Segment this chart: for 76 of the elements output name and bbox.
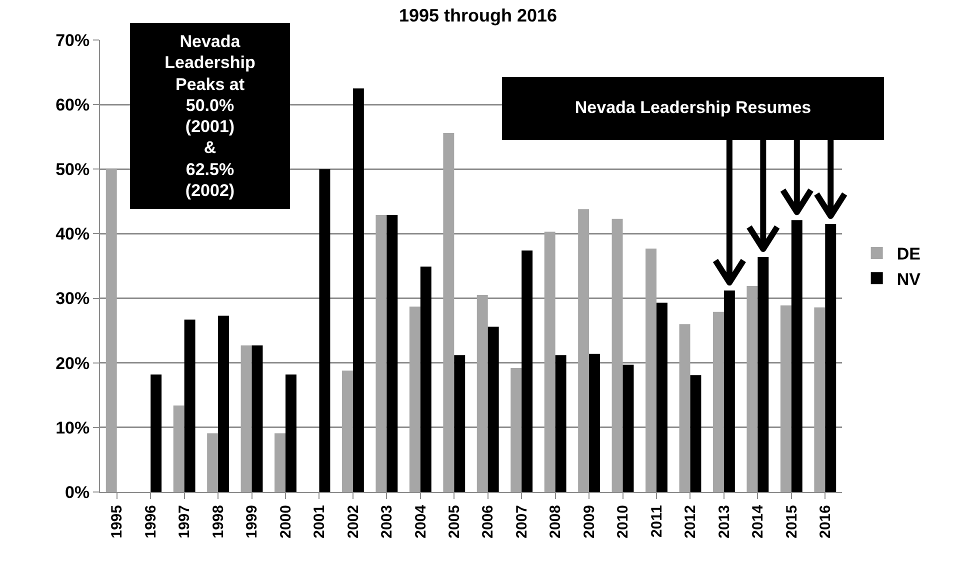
x-tick-label: 2016 [817, 505, 834, 538]
bar [342, 370, 353, 492]
x-tick-label: 2014 [750, 504, 767, 538]
text-box: Nevada Leadership Peaks at 50.0% (2001) & 62.5% (2002) [130, 23, 290, 209]
x-tick-label: 2009 [580, 505, 598, 538]
bar [712, 312, 724, 492]
bar [612, 218, 623, 492]
bar [791, 220, 802, 492]
x-tick-label: 2002 [344, 505, 362, 538]
bar [443, 132, 454, 492]
y-tick-label: 40% [56, 224, 90, 244]
bar [522, 250, 533, 492]
bar [825, 224, 836, 492]
bar [814, 307, 826, 492]
x-tick-label: 2003 [378, 505, 396, 538]
y-tick-label: 60% [56, 96, 90, 115]
text-box: Nevada Leadership Resumes [502, 77, 884, 140]
x-tick-label: 2013 [716, 505, 733, 538]
bar [252, 345, 263, 492]
bar [780, 305, 792, 492]
bar [578, 209, 590, 492]
bar [476, 295, 488, 492]
bar [218, 316, 230, 492]
bar [319, 169, 330, 492]
x-tick-label: 1999 [244, 505, 261, 538]
bar [409, 306, 420, 492]
bar [184, 320, 196, 492]
x-tick-label: 2000 [277, 505, 294, 538]
x-tick-label: 2007 [513, 505, 530, 538]
x-tick-label: 1998 [210, 505, 227, 538]
bar [420, 266, 432, 492]
x-tick-label: 1995 [108, 505, 126, 538]
bar [510, 368, 522, 492]
y-tick-label: 0% [65, 482, 90, 502]
y-tick-label: 10% [56, 418, 90, 438]
x-tick-label: 2010 [614, 505, 632, 538]
legend-label: DE [896, 244, 920, 264]
chart-title: 1995 through 2016 [398, 5, 558, 26]
bar [679, 324, 690, 492]
bar [690, 375, 702, 492]
x-tick-label: 2015 [783, 505, 800, 538]
x-tick-label: 2004 [412, 504, 430, 538]
bar [173, 405, 184, 492]
legend-label: NV [896, 270, 922, 289]
bar [724, 290, 735, 492]
y-tick-label: 30% [56, 289, 90, 308]
bar [106, 169, 117, 492]
bar [656, 302, 668, 492]
bar [544, 232, 556, 492]
x-tick-label: 1997 [176, 505, 194, 538]
bar [454, 355, 466, 492]
y-tick-label: 20% [56, 354, 90, 373]
x-tick-label: 1996 [142, 505, 160, 538]
bar [286, 374, 296, 492]
bar [150, 374, 162, 492]
bar [207, 433, 218, 492]
bar [746, 286, 758, 492]
bar [555, 355, 566, 492]
y-tick-label: 50% [56, 160, 90, 180]
x-tick-label: 2011 [648, 505, 666, 538]
bar [622, 364, 634, 492]
x-tick-label: 2012 [682, 505, 700, 538]
bar [240, 345, 252, 492]
bar [758, 256, 769, 492]
y-tick-label: 70% [56, 30, 90, 50]
bar [488, 326, 499, 492]
x-tick-label: 2005 [446, 505, 464, 538]
x-tick-label: 2006 [480, 505, 497, 538]
bar [352, 88, 364, 492]
bar [274, 433, 286, 492]
bar [376, 214, 387, 492]
bar [589, 354, 600, 492]
bar [386, 214, 398, 492]
bar [646, 248, 656, 492]
x-tick-label: 2008 [547, 505, 564, 538]
x-tick-label: 2001 [311, 505, 328, 538]
